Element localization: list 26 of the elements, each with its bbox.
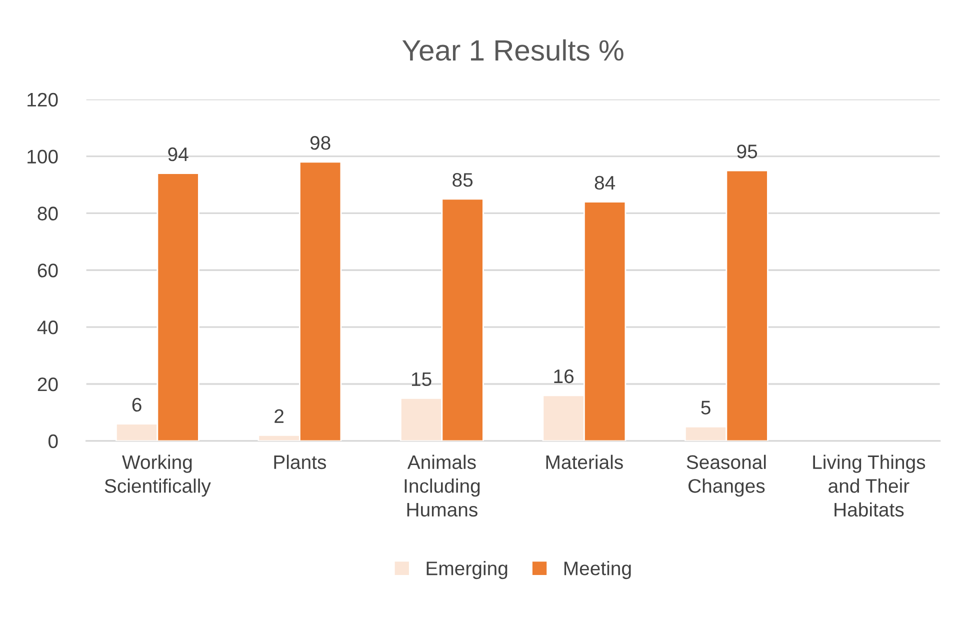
data-label: 2: [274, 409, 284, 423]
y-tick-label: 100: [28, 150, 58, 164]
y-tick-label: 120: [28, 92, 58, 107]
data-label: 85: [452, 173, 473, 187]
legend-label: Meeting: [564, 560, 631, 580]
x-tick-label: Seasonal Changes: [686, 454, 766, 497]
legend-label: Emerging: [426, 560, 508, 580]
data-label: 84: [594, 176, 616, 190]
y-tick-label: 0: [48, 434, 58, 448]
x-tick-label: Working Scientifically: [104, 454, 211, 497]
x-tick-label: Animals Including Humans: [404, 454, 480, 517]
data-label: 98: [310, 136, 330, 150]
y-tick-label: 80: [38, 206, 58, 220]
data-label: 15: [412, 372, 432, 386]
data-label: 6: [132, 398, 142, 412]
x-tick-label: Plants: [274, 454, 326, 470]
data-label: 94: [168, 147, 188, 162]
y-tick-label: 60: [38, 264, 58, 278]
data-label: 16: [554, 369, 574, 384]
data-label: 5: [701, 400, 710, 414]
chart-title: Year 1 Results %: [402, 39, 624, 61]
y-tick-label: 20: [38, 377, 58, 392]
x-tick-label: Living Things and Their Habitats: [813, 454, 926, 517]
y-tick-label: 40: [37, 320, 58, 334]
data-label: 95: [737, 144, 758, 158]
x-tick-label: Materials: [546, 454, 623, 470]
